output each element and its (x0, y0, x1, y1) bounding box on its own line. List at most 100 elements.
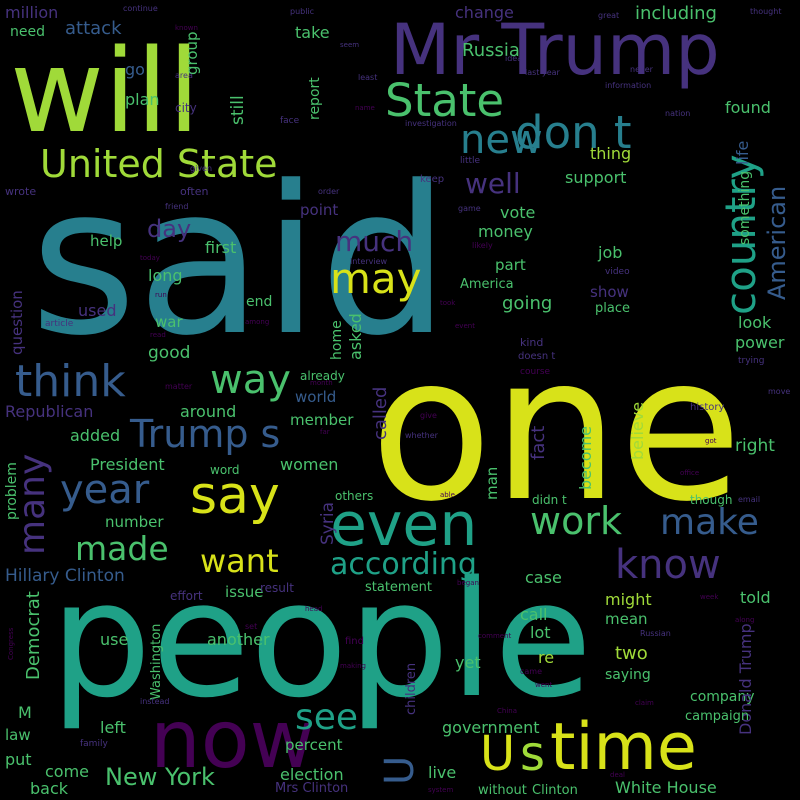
word-trumps: Trump s (130, 412, 281, 456)
word-hillary-clinton: Hillary Clinton (5, 566, 125, 586)
word-plan: plan (125, 90, 160, 109)
word-known: known (175, 24, 198, 32)
word-went: went (535, 681, 553, 689)
word-people: people (50, 546, 593, 733)
word-today: today (140, 254, 160, 262)
word-china: China (497, 707, 517, 715)
word-live: live (428, 763, 457, 782)
word-women: women (280, 455, 339, 474)
word-video: video (605, 267, 630, 277)
word-russia: Russia (462, 40, 520, 61)
word-asked: asked (346, 313, 365, 360)
word-first: first (205, 238, 237, 257)
word-interview: interview (350, 257, 388, 266)
word-move: move (768, 387, 791, 396)
word-month: month (310, 379, 333, 387)
word-take: take (295, 23, 330, 42)
word-many: many (12, 453, 53, 555)
word-without: without (478, 783, 527, 798)
word-office: office (680, 469, 700, 477)
word-russian: Russian (640, 629, 671, 638)
word-syria: Syria (318, 502, 338, 545)
word-others: others (335, 489, 374, 503)
word-face: face (280, 116, 300, 126)
word-effort: effort (170, 589, 203, 603)
word-good: good (148, 343, 191, 363)
word-now: now (150, 693, 316, 786)
word-democrat: Democrat (23, 591, 44, 680)
word-event: event (455, 322, 475, 330)
word-look: look (738, 313, 772, 332)
word-might: might (605, 590, 652, 609)
word-going: going (502, 293, 553, 314)
word-result: result (260, 581, 294, 595)
word-say: say (190, 466, 280, 526)
word-information: information (605, 81, 652, 90)
word-set: set (245, 622, 258, 631)
word-great: great (598, 11, 620, 20)
word-instead: instead (140, 697, 170, 706)
word-want: want (200, 542, 279, 580)
word-make: make (660, 502, 759, 543)
word-washington: Washington (149, 623, 164, 700)
word-wrote: wrote (5, 185, 37, 198)
word-able: able (440, 491, 455, 499)
word-according: according (330, 547, 477, 582)
word-whether: whether (405, 431, 438, 440)
word-system: system (428, 786, 454, 794)
word-least: least (358, 73, 378, 82)
word-name: name (355, 104, 375, 112)
word-week: week (700, 593, 719, 601)
word-america: America (460, 277, 514, 292)
word-got: got (705, 437, 717, 445)
word-email: email (738, 495, 761, 504)
word-even: even (330, 490, 478, 560)
word-state: State (385, 74, 505, 127)
word-began: began (457, 579, 479, 587)
word-believe: believe (628, 401, 647, 460)
word-along: along (735, 616, 755, 624)
word-congress: Congress (7, 627, 15, 660)
word-s-time: s (520, 726, 546, 782)
word-public: public (290, 7, 315, 16)
word-see: see (295, 697, 359, 738)
word-keep: keep (420, 174, 445, 185)
word-added: added (70, 426, 121, 445)
word-read: read (150, 331, 166, 339)
word-go: go (125, 60, 145, 79)
word-matter: matter (165, 382, 193, 391)
word-well: well (465, 167, 521, 200)
word-article: article (45, 319, 74, 329)
word-though: though (690, 493, 733, 507)
word-used: used (78, 301, 117, 320)
word-will: will (10, 25, 200, 159)
word-republican: Republican (5, 402, 94, 421)
word-around: around (180, 402, 237, 421)
word-family: family (80, 739, 108, 749)
word-lot: lot (530, 623, 551, 642)
word-statement: statement (365, 580, 432, 595)
word-nation: nation (665, 109, 691, 118)
word-history: history (690, 402, 725, 413)
word-united-state: United State (40, 142, 278, 186)
word-may: may (330, 254, 422, 303)
word-left: left (100, 718, 126, 737)
word-little: little (460, 156, 481, 166)
word-city: city (175, 101, 197, 115)
word-friend: friend (165, 202, 189, 211)
word-give: give (420, 411, 437, 420)
word-issue: issue (225, 583, 264, 601)
word-support: support (565, 168, 627, 187)
word-made: made (75, 529, 169, 568)
word-place: place (595, 301, 630, 316)
word-never: never (630, 65, 653, 74)
word-end: end (246, 294, 273, 310)
word-power: power (735, 333, 785, 352)
word-fact: fact (528, 425, 549, 460)
word-kind: kind (520, 336, 544, 349)
word-didnt: didn t (532, 493, 567, 507)
word-world: world (295, 388, 337, 406)
word-thing: thing (590, 144, 632, 163)
word-called: called (370, 386, 391, 440)
word-including: including (635, 3, 717, 24)
